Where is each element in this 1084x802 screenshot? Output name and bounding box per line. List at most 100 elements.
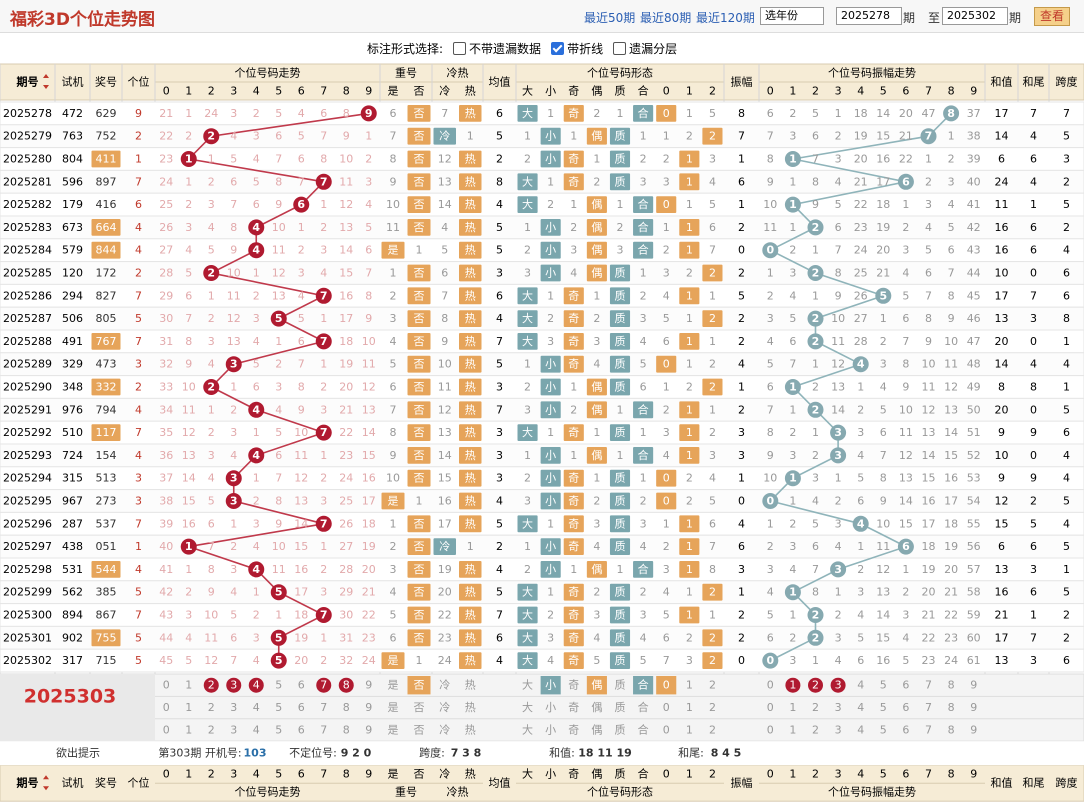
pick-cell[interactable]: 奇 <box>568 724 579 737</box>
pick-cell[interactable]: 0 <box>163 701 170 714</box>
pick-cell[interactable]: 3 <box>835 701 842 714</box>
year-select[interactable]: 选年份 <box>760 7 824 25</box>
pick-cell[interactable]: 8 <box>343 701 350 714</box>
pick-cell[interactable]: 8 <box>948 724 955 737</box>
pick-cell[interactable]: 大 <box>522 678 533 692</box>
pick-cell[interactable]: 2 <box>812 679 819 692</box>
pick-cell[interactable]: 6 <box>298 701 305 714</box>
pick-cell[interactable]: 8 <box>948 701 955 714</box>
pick-cell[interactable]: 热 <box>465 724 476 737</box>
pick-cell[interactable]: 小 <box>545 679 556 692</box>
pick-cell[interactable]: 9 <box>970 724 977 737</box>
pick-cell[interactable]: 6 <box>298 724 305 737</box>
pick-cell[interactable]: 合 <box>638 678 649 692</box>
pick-cell[interactable]: 2 <box>709 724 716 737</box>
link[interactable]: 最近80期 <box>640 11 692 25</box>
pick-cell[interactable]: 冷 <box>439 701 450 714</box>
pick-cell[interactable]: 3 <box>230 724 237 737</box>
pick-cell[interactable]: 6 <box>298 679 305 692</box>
pick-cell[interactable]: 7 <box>320 679 327 692</box>
pick-cell[interactable]: 9 <box>365 701 372 714</box>
pick-cell[interactable]: 9 <box>970 701 977 714</box>
pick-cell[interactable]: 4 <box>253 679 260 692</box>
pick-cell[interactable]: 是 <box>388 724 399 737</box>
pick-cell[interactable]: 是 <box>388 679 399 692</box>
checkbox[interactable] <box>551 42 565 55</box>
pick-cell[interactable]: 5 <box>275 724 282 737</box>
pick-cell[interactable]: 质 <box>615 724 626 737</box>
pick-cell[interactable]: 冷 <box>439 724 450 737</box>
pick-cell[interactable]: 9 <box>365 679 372 692</box>
checkbox-label[interactable]: 带折线 <box>567 42 604 56</box>
pick-cell[interactable]: 0 <box>663 701 670 714</box>
pick-cell[interactable]: 5 <box>880 701 887 714</box>
pick-cell[interactable]: 2 <box>208 724 215 737</box>
pick-cell[interactable]: 1 <box>185 724 192 737</box>
pick-cell[interactable]: 否 <box>414 679 425 692</box>
pick-cell[interactable]: 6 <box>902 679 909 692</box>
pick-cell[interactable]: 8 <box>343 724 350 737</box>
to-input[interactable]: 2025302 <box>942 7 1008 25</box>
pick-cell[interactable]: 大 <box>522 700 533 714</box>
link[interactable]: 最近120期 <box>696 11 755 25</box>
pick-cell[interactable]: 1 <box>686 679 693 692</box>
pick-cell[interactable]: 5 <box>880 724 887 737</box>
pick-cell[interactable]: 偶 <box>591 724 602 737</box>
pick-cell[interactable]: 小 <box>545 701 556 714</box>
pick-cell[interactable]: 5 <box>275 679 282 692</box>
pick-cell[interactable]: 1 <box>789 679 796 692</box>
pick-cell[interactable]: 4 <box>857 701 864 714</box>
pick-cell[interactable]: 热 <box>465 679 476 692</box>
checkbox-label[interactable]: 不带遗漏数据 <box>469 42 542 56</box>
pick-cell[interactable]: 7 <box>925 701 932 714</box>
pick-cell[interactable]: 奇 <box>568 679 579 692</box>
pick-cell[interactable]: 7 <box>320 701 327 714</box>
pick-cell[interactable]: 0 <box>663 679 670 692</box>
pick-cell[interactable]: 3 <box>230 679 237 692</box>
pick-cell[interactable]: 4 <box>253 701 260 714</box>
checkbox[interactable] <box>613 42 627 55</box>
pick-cell[interactable]: 6 <box>902 724 909 737</box>
pick-cell[interactable]: 6 <box>902 701 909 714</box>
checkbox[interactable] <box>453 42 467 55</box>
pick-cell[interactable]: 质 <box>615 701 626 714</box>
pick-cell[interactable]: 3 <box>230 701 237 714</box>
pick-cell[interactable]: 合 <box>638 700 649 714</box>
pick-cell[interactable]: 3 <box>835 679 842 692</box>
pick-cell[interactable]: 2 <box>208 679 215 692</box>
pick-cell[interactable]: 4 <box>857 679 864 692</box>
pick-cell[interactable]: 5 <box>880 679 887 692</box>
pick-cell[interactable]: 0 <box>767 724 774 737</box>
pick-cell[interactable]: 1 <box>185 701 192 714</box>
pick-cell[interactable]: 2 <box>208 701 215 714</box>
pick-cell[interactable]: 9 <box>970 679 977 692</box>
pick-cell[interactable]: 奇 <box>568 701 579 714</box>
pick-cell[interactable]: 合 <box>638 723 649 737</box>
pick-cell[interactable]: 9 <box>365 724 372 737</box>
pick-cell[interactable]: 1 <box>789 724 796 737</box>
pick-cell[interactable]: 小 <box>545 724 556 737</box>
pick-cell[interactable]: 0 <box>767 679 774 692</box>
pick-cell[interactable]: 热 <box>465 701 476 714</box>
pick-cell[interactable]: 2 <box>812 724 819 737</box>
pick-cell[interactable]: 2 <box>812 701 819 714</box>
pick-cell[interactable]: 1 <box>789 701 796 714</box>
pick-cell[interactable]: 偶 <box>591 679 602 692</box>
pick-cell[interactable]: 4 <box>253 724 260 737</box>
checkbox-label[interactable]: 遗漏分层 <box>629 42 678 56</box>
pick-cell[interactable]: 3 <box>835 724 842 737</box>
pick-cell[interactable]: 大 <box>522 723 533 737</box>
from-input[interactable]: 2025278 <box>836 7 902 25</box>
pick-cell[interactable]: 0 <box>163 679 170 692</box>
pick-cell[interactable]: 4 <box>857 724 864 737</box>
pick-cell[interactable]: 冷 <box>439 679 450 692</box>
pick-cell[interactable]: 否 <box>414 724 425 737</box>
pick-cell[interactable]: 是 <box>388 701 399 714</box>
pick-cell[interactable]: 0 <box>163 724 170 737</box>
pick-cell[interactable]: 质 <box>615 679 626 692</box>
pick-cell[interactable]: 1 <box>686 724 693 737</box>
pick-cell[interactable]: 否 <box>414 701 425 714</box>
pick-cell[interactable]: 7 <box>925 724 932 737</box>
pick-cell[interactable]: 7 <box>320 724 327 737</box>
link[interactable]: 最近50期 <box>584 11 636 25</box>
